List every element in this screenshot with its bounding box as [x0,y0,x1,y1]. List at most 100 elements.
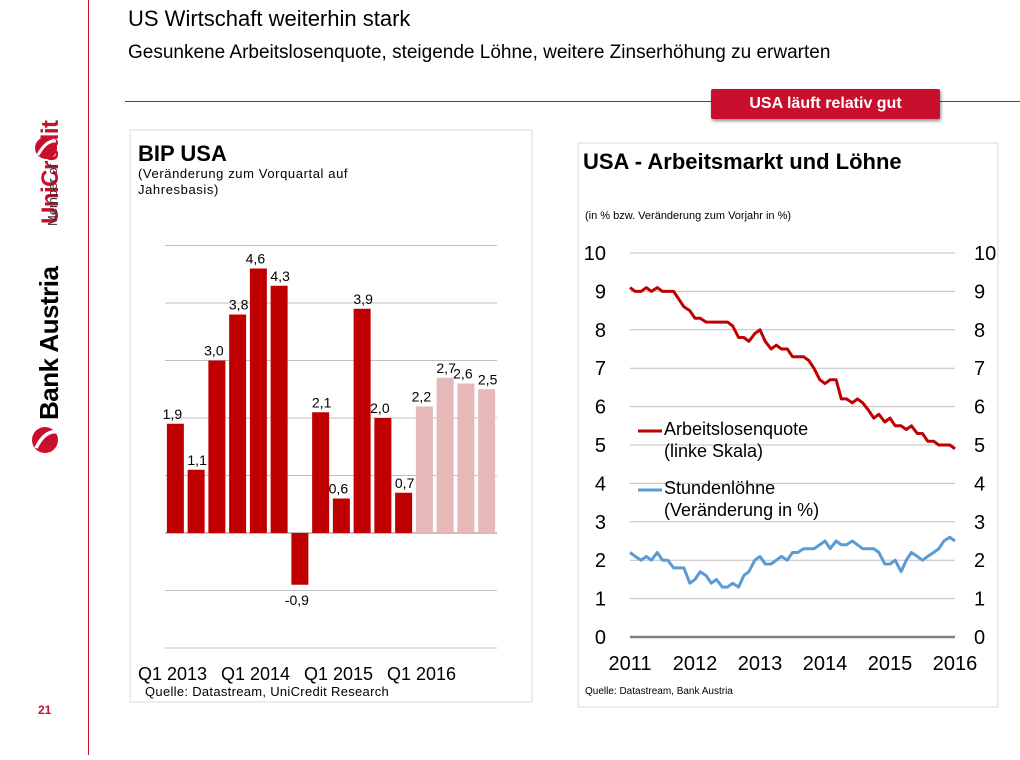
labor-y-tick-right: 6 [974,397,985,419]
labor-x-tick: 2016 [933,653,978,675]
gdp-data-label: 4,3 [270,268,290,284]
sidebar-divider [88,0,89,755]
labor-y-tick-right: 8 [974,320,985,342]
labor-x-axis: 2011 2012 2013 2014 2015 2016 [608,653,977,675]
gdp-data-label: 2,2 [412,389,432,405]
labor-y-tick-right: 4 [974,473,985,495]
labor-x-tick: 2015 [868,653,913,675]
gdp-bar [353,308,371,533]
gdp-bar [478,389,496,533]
gdp-bar [249,268,267,533]
gdp-tick-label: Q1 2014 [221,664,290,684]
gdp-data-label: 2,1 [312,394,332,410]
gdp-tick-label: Q1 2016 [387,664,456,684]
gdp-bar [291,533,309,585]
gdp-data-label: 2,5 [478,371,498,387]
gdp-bar [415,406,433,533]
gdp-data-label: 1,1 [187,452,207,468]
gdp-data-label: 2,0 [370,400,390,416]
gdp-data-label: 2,6 [453,366,473,382]
gdp-bar [374,418,392,533]
gdp-bar [395,492,413,533]
labor-y-tick-right: 7 [974,358,985,380]
labor-y-tick-left: 6 [595,397,606,419]
labor-chart-title-box: USA - Arbeitsmarkt und Löhne [583,149,902,174]
gdp-data-labels: 1,9 1,1 3,0 3,8 4,64,3 -0,9 2,1 0,6 3,9 2,0 0,7 2,2… [163,251,498,608]
labor-chart-frame [577,142,999,708]
gdp-bar [332,498,350,533]
page-number: 21 [38,703,52,717]
gdp-bar [312,412,330,533]
header-divider [125,101,1020,102]
gdp-bar [457,383,475,533]
labor-chart-subtitle: (in % bzw. Veränderung zum Vorjahr in %) [585,210,791,222]
labor-series [629,286,956,589]
gdp-data-label: -0,9 [285,592,309,608]
gdp-chart-title: BIP USA [138,141,227,166]
labor-y-axis-left: 0 1 2 3 4 5 6 7 8 9 10 [584,243,606,649]
labor-y-tick-left: 10 [584,243,606,265]
gdp-chart-source: Quelle: Datastream, UniCredit Research [145,684,389,699]
gdp-data-label: 3,8 [229,297,249,313]
gdp-chart-subtitle: (Veränderung zum Vorquartal auf Jahresba… [138,166,349,197]
labor-grid [630,252,955,639]
labor-y-tick-right: 9 [974,281,985,303]
labor-y-tick-left: 3 [595,512,606,534]
gdp-bar [270,285,288,533]
gdp-data-label: 2,7 [436,360,456,376]
gdp-data-label: 0,7 [395,475,415,491]
gdp-bars [166,268,496,585]
slide-subtitle: Gesunkene Arbeitslosenquote, steigende L… [128,42,831,63]
legend-label-box-wages: Stundenlöhne (Veränderung in %) [664,478,820,520]
highlight-badge: USA läuft relativ gut [711,89,940,119]
labor-y-tick-left: 1 [595,589,606,611]
gdp-tick-label: Q1 2015 [304,664,373,684]
gdp-bar [436,377,454,533]
bank-austria-icon [32,427,58,453]
labor-y-tick-right: 3 [974,512,985,534]
labor-y-tick-left: 8 [595,320,606,342]
labor-x-tick: 2014 [803,653,848,675]
gdp-bar [229,314,247,533]
gdp-bar [187,469,205,533]
labor-legend: Arbeitslosenquote (linke Skala) Stundenl… [638,419,820,520]
gdp-tick-label: Q1 2013 [138,664,207,684]
brand-group-name: UniCredit [37,120,64,224]
labor-y-tick-right: 0 [974,627,985,649]
brand-bank-name: Bank Austria [34,266,64,420]
labor-chart-source: Quelle: Datastream, Bank Austria [585,686,733,697]
brand-logo: UniCredit Member of Bank Austria [32,120,64,453]
labor-y-tick-left: 5 [595,435,606,457]
gdp-bar [166,423,184,533]
labor-y-tick-right: 2 [974,550,985,572]
labor-y-tick-left: 9 [595,281,606,303]
unicredit-icon [35,137,57,159]
hourly-wages-line [629,535,956,589]
labor-y-tick-right: 5 [974,435,985,457]
labor-y-tick-right: 1 [974,589,985,611]
labor-y-tick-left: 0 [595,627,606,649]
gdp-data-label: 3,0 [204,343,224,359]
unemployment-rate-line [629,286,956,451]
labor-x-tick: 2012 [673,653,718,675]
legend-label-wages: Stundenlöhne (Veränderung in %) [664,478,820,520]
gdp-chart-subtitle-box: (Veränderung zum Vorquartal auf Jahresba… [138,166,349,197]
gdp-chart-frame [129,129,533,703]
labor-x-tick: 2013 [738,653,783,675]
gdp-bar [208,360,226,533]
labor-y-tick-left: 4 [595,473,606,495]
gdp-data-label: 4,6 [246,251,266,267]
labor-y-axis-right: 0 1 2 3 4 5 6 7 8 9 10 [974,243,996,649]
gdp-data-label: 0,6 [329,481,349,497]
member-of-label: Member of [45,163,60,226]
labor-x-tick: 2011 [608,653,651,675]
labor-y-tick-left: 7 [595,358,606,380]
slide-title: US Wirtschaft weiterhin stark [128,6,411,31]
gdp-data-label: 3,9 [353,291,373,307]
legend-label-box-unemployment: Arbeitslosenquote (linke Skala) [664,419,808,461]
labor-chart-title: USA - Arbeitsmarkt und Löhne [583,149,902,174]
gdp-tick-labels: Q1 2013 Q1 2014 Q1 2015 Q1 2016 [138,664,456,684]
labor-y-tick-right: 10 [974,243,996,265]
